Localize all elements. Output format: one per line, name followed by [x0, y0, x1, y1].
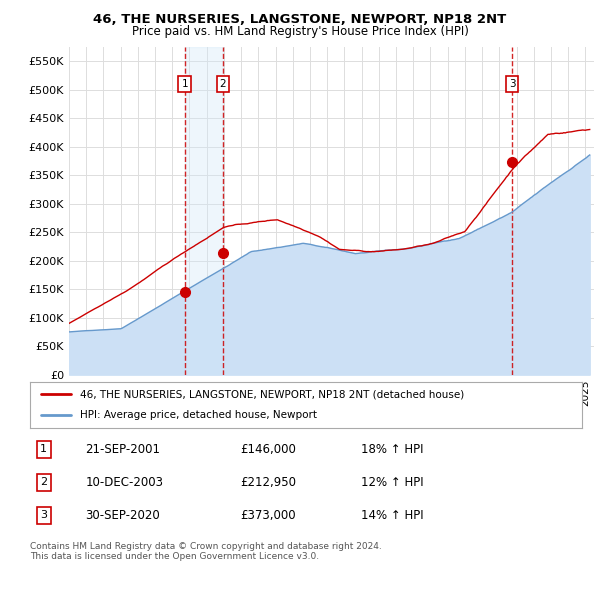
- Text: 46, THE NURSERIES, LANGSTONE, NEWPORT, NP18 2NT (detached house): 46, THE NURSERIES, LANGSTONE, NEWPORT, N…: [80, 389, 464, 399]
- Text: Price paid vs. HM Land Registry's House Price Index (HPI): Price paid vs. HM Land Registry's House …: [131, 25, 469, 38]
- Text: £373,000: £373,000: [240, 509, 295, 522]
- Bar: [185, 47, 223, 375]
- Text: 2: 2: [220, 79, 226, 89]
- Text: 3: 3: [509, 79, 515, 89]
- Text: 3: 3: [40, 510, 47, 520]
- Text: 1: 1: [181, 79, 188, 89]
- Text: 30-SEP-2020: 30-SEP-2020: [85, 509, 160, 522]
- Text: 2: 2: [40, 477, 47, 487]
- Text: 18% ↑ HPI: 18% ↑ HPI: [361, 442, 424, 456]
- Text: 46, THE NURSERIES, LANGSTONE, NEWPORT, NP18 2NT: 46, THE NURSERIES, LANGSTONE, NEWPORT, N…: [94, 13, 506, 26]
- Text: £146,000: £146,000: [240, 442, 296, 456]
- Text: 21-SEP-2001: 21-SEP-2001: [85, 442, 160, 456]
- Text: 14% ↑ HPI: 14% ↑ HPI: [361, 509, 424, 522]
- Text: Contains HM Land Registry data © Crown copyright and database right 2024.
This d: Contains HM Land Registry data © Crown c…: [30, 542, 382, 561]
- Text: £212,950: £212,950: [240, 476, 296, 489]
- Text: HPI: Average price, detached house, Newport: HPI: Average price, detached house, Newp…: [80, 410, 317, 420]
- Text: 10-DEC-2003: 10-DEC-2003: [85, 476, 163, 489]
- Text: 12% ↑ HPI: 12% ↑ HPI: [361, 476, 424, 489]
- Text: 1: 1: [40, 444, 47, 454]
